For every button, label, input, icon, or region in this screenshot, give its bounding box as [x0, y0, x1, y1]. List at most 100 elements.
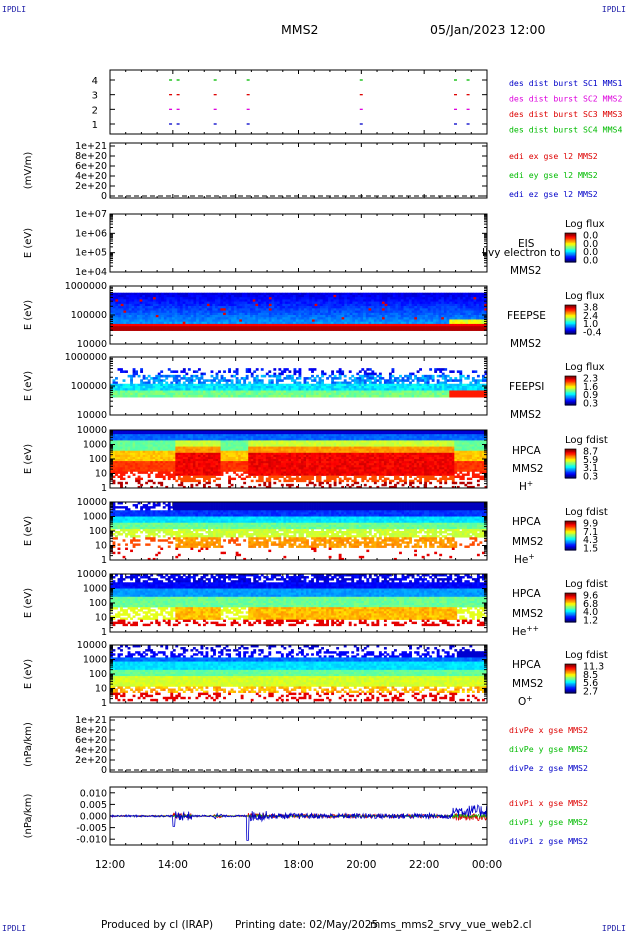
spectrogram-cell: [398, 319, 402, 323]
spectrogram-cell: [140, 394, 144, 398]
spacecraft-label: MMS2: [510, 265, 541, 277]
legend-entry: divPe x gse MMS2: [509, 725, 588, 735]
spectrogram-cell: [120, 299, 124, 302]
spectrogram-cell: [243, 390, 247, 394]
spectrogram-cell: [464, 390, 468, 394]
spectrogram-cell: [174, 328, 178, 331]
spectrogram-cell: [344, 315, 348, 318]
spectrogram-cell: [155, 456, 159, 460]
spectrogram-cell: [130, 432, 133, 435]
spectrogram-cell: [438, 294, 442, 298]
spectrogram-cell: [239, 297, 243, 300]
spectrogram-cell: [457, 306, 461, 309]
spectrogram-cell: [132, 473, 136, 476]
spectrogram-cell: [349, 306, 353, 309]
spectrogram-cell: [196, 317, 200, 320]
spectrogram-cell: [171, 312, 175, 316]
spectrogram-cell: [394, 383, 397, 387]
spectrogram-cell: [470, 323, 474, 327]
spectrogram-cell: [322, 292, 326, 296]
spectrogram-cell: [481, 386, 485, 389]
spectrogram-cell: [398, 321, 402, 325]
spectrogram-cell: [137, 452, 141, 456]
spectrogram-cell: [446, 379, 450, 382]
spectrogram-cell: [125, 436, 128, 439]
spectrogram-cell: [130, 392, 133, 396]
spectrogram-cell: [220, 383, 224, 387]
spectrogram-cell: [400, 319, 404, 323]
spectrogram-cell: [416, 394, 420, 398]
spectrogram-cell: [454, 301, 458, 305]
spectrogram-cell: [185, 390, 189, 394]
spectrogram-cell: [174, 319, 178, 323]
spectrogram-cell: [446, 308, 450, 311]
spectrogram-cell: [174, 323, 178, 327]
spectrogram-cell: [140, 438, 144, 441]
spectrogram-cell: [348, 388, 352, 391]
spectrogram-cell: [346, 394, 350, 398]
spectrogram-cell: [403, 312, 407, 316]
spectrogram-cell: [136, 299, 140, 302]
spectrogram-cell: [387, 297, 391, 300]
spectrogram-cell: [406, 321, 410, 325]
spectrogram-cell: [436, 388, 440, 391]
spectrogram-cell: [132, 463, 136, 466]
spectrogram-cell: [338, 383, 342, 387]
spectrogram-cell: [137, 388, 141, 391]
spectrogram-cell: [360, 317, 364, 320]
spectrogram-cell: [293, 372, 297, 376]
spectrogram-cell: [416, 390, 420, 394]
spectrogram-cell: [268, 297, 272, 300]
spectrogram-cell: [331, 377, 335, 380]
spectrogram-cell: [273, 368, 277, 371]
spectrogram-cell: [355, 303, 359, 307]
spectrogram-cell: [287, 299, 291, 302]
spectrogram-cell: [139, 303, 143, 307]
spectrogram-cell: [481, 377, 485, 380]
spectrogram-cell: [476, 321, 480, 325]
spectrogram-cell: [293, 326, 297, 329]
spectrogram-cell: [355, 306, 359, 309]
spectrogram-cell: [137, 450, 141, 454]
spectrogram-cell: [285, 377, 289, 380]
spectrogram-cell: [228, 315, 232, 318]
spectrogram-cell: [132, 390, 136, 394]
spectrogram-cell: [314, 294, 318, 298]
spectrogram-cell: [481, 379, 485, 382]
spectrogram-cell: [177, 294, 181, 298]
spectrogram-cell: [390, 308, 394, 311]
spectrogram-cell: [209, 312, 213, 316]
spectrogram-cell: [204, 308, 208, 311]
spectrogram-cell: [196, 299, 200, 302]
spectrogram-cell: [115, 383, 118, 387]
spectrogram-cell: [137, 392, 141, 396]
spectrogram-cell: [266, 310, 270, 314]
spectrogram-cell: [476, 312, 480, 316]
spectrogram-cell: [478, 326, 482, 329]
spectrogram-cell: [459, 392, 463, 396]
spectrogram-cell: [122, 436, 126, 439]
spectrogram-cell: [247, 303, 251, 307]
spectrogram-cell: [328, 323, 332, 327]
spectrogram-cell: [193, 317, 197, 320]
spectrogram-cell: [283, 392, 287, 396]
spectrogram-cell: [128, 297, 132, 300]
spectrogram-cell: [163, 294, 167, 298]
spectrogram-cell: [365, 308, 369, 311]
spectrogram-cell: [190, 328, 194, 331]
spectrogram-cell: [228, 386, 231, 389]
spectrogram-cell: [376, 328, 380, 331]
spectrogram-cell: [150, 438, 154, 441]
spectrogram-cell: [134, 297, 138, 300]
spectrogram-cell: [333, 292, 337, 296]
spectrogram-cell: [158, 319, 162, 323]
spectrogram-cell: [320, 303, 324, 307]
spectrogram-cell: [175, 392, 179, 396]
spectrogram-cell: [117, 368, 121, 371]
spectrogram-cell: [160, 471, 164, 474]
spectrogram-cell: [366, 374, 370, 378]
spectrogram-cell: [240, 386, 244, 389]
spectrogram-cell: [241, 292, 245, 296]
spectrogram-cell: [411, 312, 415, 316]
spectrogram-cell: [132, 372, 136, 376]
